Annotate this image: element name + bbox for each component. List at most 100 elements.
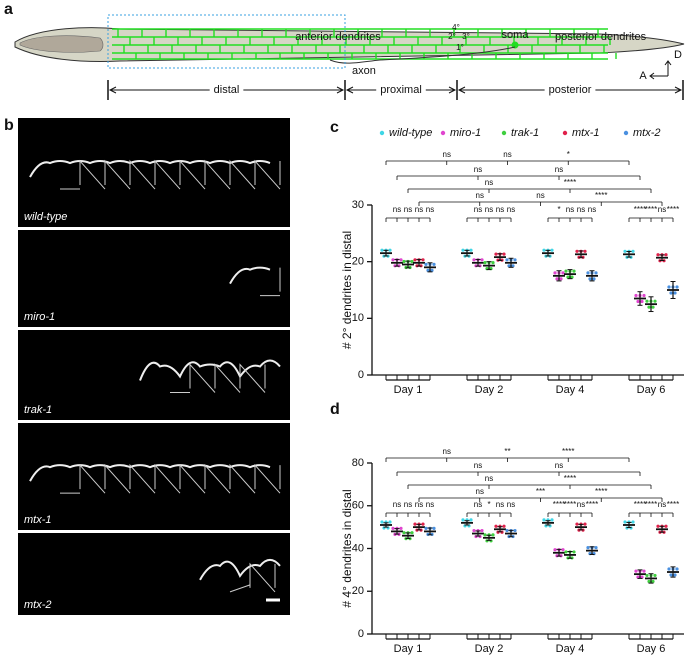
data-dot [647,305,651,309]
region-label: distal [214,84,240,96]
y-tick-label: 0 [358,369,364,381]
x-tick-label: Day 2 [475,643,504,655]
data-dot [494,252,498,256]
axon-line [329,46,516,64]
data-dot [432,262,436,266]
sig-label: ns [566,205,574,214]
worm-head [19,35,104,53]
data-dot [583,522,587,526]
data-dot [494,524,498,528]
data-dot [566,275,570,279]
data-dot [413,258,417,262]
data-dot [542,248,546,252]
label: 3° [462,32,470,41]
data-dot [575,522,579,526]
sig-label: ns [443,150,451,159]
data-dot [675,285,679,289]
data-dot [656,524,660,528]
data-dot [561,548,565,552]
data-dot [645,299,649,303]
neuron-signal [139,359,281,381]
sig-label: ns [496,205,504,214]
legend-label: mtx-1 [572,127,600,139]
data-dot [380,520,384,524]
sig-label: *** [536,487,545,496]
data-dot [550,248,554,252]
data-dot [570,275,574,279]
data-dot [391,258,395,262]
data-dot [664,524,668,528]
sig-label: ns [393,205,401,214]
data-dot [564,269,568,273]
sig-label: ns [474,500,482,509]
data-dot [561,271,565,275]
data-dot [461,518,465,522]
sig-label: **** [595,191,607,200]
data-dot [634,569,638,573]
x-tick-label: Day 6 [637,643,666,655]
label: 2° [448,32,456,41]
sig-label: **** [564,474,576,483]
data-dot [491,261,495,265]
neuron-branches [60,463,281,494]
sig-label: ns [577,500,585,509]
data-dot [647,579,651,584]
data-dot [553,548,557,552]
sig-label: **** [595,487,607,496]
data-dot [673,291,677,295]
sig-label: ns [404,205,412,214]
data-dot [634,293,638,298]
label-bg [209,83,244,97]
data-dot [426,268,430,272]
micrograph [18,118,290,227]
legend-label: trak-1 [511,127,539,139]
label: 1° [456,43,464,52]
y-tick-label: 80 [352,457,364,469]
data-dot [388,248,392,252]
sig-label: ns [658,500,666,509]
data-dot [469,518,473,522]
data-dot [667,285,671,289]
data-dot [642,293,646,298]
data-dot [640,299,644,304]
data-dot [586,546,590,550]
neuron-branches [170,363,266,393]
data-dot [575,249,579,253]
sig-label: ns [393,500,401,509]
label: 4° [452,23,460,32]
y-axis-label: # 4° dendrites in distal [340,489,354,607]
data-dot [631,520,635,524]
data-dot [550,518,554,522]
y-axis-label: # 2° dendrites in distal [340,231,354,349]
strain-label: wild-type [24,211,67,223]
data-dot [388,520,392,524]
panel-letter: d [330,401,340,418]
data-dot [588,277,592,281]
data-dot [502,524,506,528]
y-tick-label: 40 [352,542,364,554]
data-dot [399,526,403,531]
strain-label: miro-1 [24,311,55,323]
micrograph [18,533,290,615]
y-tick-label: 10 [352,312,364,324]
data-dot [642,569,646,573]
data-dot [513,258,517,262]
label: axon [352,65,376,77]
data-dot [669,291,673,295]
data-dot [594,546,598,550]
data-dot [421,258,425,262]
data-dot [505,528,509,533]
legend-label: mtx-2 [633,127,661,139]
data-dot [410,259,414,264]
data-dot [402,259,406,264]
data-dot [424,262,428,266]
distal-box [107,14,346,69]
data-dot [651,579,655,584]
data-dot [511,264,515,268]
sig-label: ns [485,178,493,187]
sig-label: ns [443,447,451,456]
neuron-branches [229,562,276,593]
sig-label: **** [667,500,679,509]
sig-label: ns [507,205,515,214]
